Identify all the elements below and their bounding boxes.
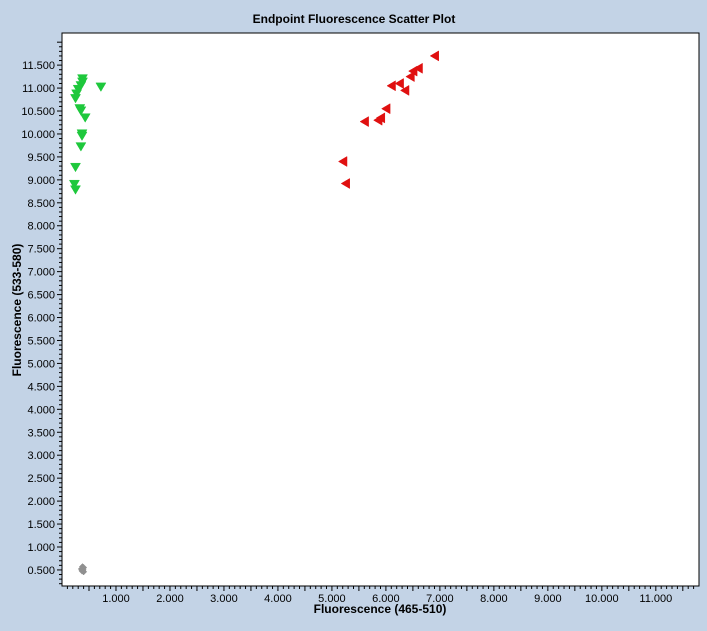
data-point-triangle-left bbox=[429, 50, 439, 62]
x-tick-label: 10.000 bbox=[585, 593, 619, 605]
data-point-triangle-down bbox=[70, 94, 81, 104]
data-point-triangle-down bbox=[70, 162, 81, 173]
x-tick-label: 2.000 bbox=[156, 593, 184, 605]
y-tick-label: 11.000 bbox=[22, 83, 55, 95]
data-point-triangle-down bbox=[75, 142, 87, 152]
data-point-triangle-down bbox=[76, 131, 88, 141]
x-tick-label: 6.000 bbox=[372, 593, 400, 605]
y-tick-label: 2.000 bbox=[27, 496, 55, 508]
x-tick-label: 7.000 bbox=[426, 593, 454, 605]
y-tick-label: 3.500 bbox=[27, 427, 55, 439]
plot-area bbox=[61, 32, 700, 587]
data-point-triangle-left bbox=[400, 84, 410, 96]
data-point-triangle-left bbox=[340, 178, 350, 189]
data-point-triangle-down bbox=[79, 113, 91, 123]
data-point-triangle-left bbox=[373, 114, 383, 126]
y-tick-label: 9.000 bbox=[27, 175, 55, 187]
x-tick-label: 5.000 bbox=[318, 593, 346, 605]
x-tick-label: 3.000 bbox=[210, 593, 238, 605]
x-tick-label: 11.000 bbox=[639, 593, 672, 605]
data-point-triangle-left bbox=[338, 156, 348, 167]
y-tick-label: 1.000 bbox=[27, 542, 55, 554]
x-axis: 1.000 2.000 3.000 4.000 5.000 6.000 7.000 8.000… bbox=[66, 586, 695, 605]
data-points bbox=[68, 50, 439, 576]
y-tick-label: 7.000 bbox=[27, 267, 55, 279]
data-point-triangle-down bbox=[75, 106, 87, 116]
data-point-triangle-left bbox=[386, 80, 396, 92]
y-tick-label: 11.500 bbox=[22, 60, 55, 72]
y-tick-label: 10.000 bbox=[21, 129, 55, 141]
y-tick-label: 3.000 bbox=[27, 450, 55, 462]
data-point-diamond bbox=[80, 568, 88, 576]
data-point-triangle-left bbox=[394, 78, 404, 89]
y-axis-label: Fluorescence (533-580) bbox=[10, 244, 24, 377]
y-tick-label: 1.500 bbox=[27, 519, 55, 531]
y-tick-label: 9.500 bbox=[27, 152, 55, 164]
y-tick-label: 5.500 bbox=[27, 335, 55, 347]
data-point-triangle-down bbox=[70, 185, 81, 195]
y-tick-label: 6.000 bbox=[27, 313, 55, 325]
y-tick-label: 4.000 bbox=[27, 404, 55, 416]
x-tick-label: 4.000 bbox=[264, 593, 292, 605]
data-point-triangle-left bbox=[359, 116, 369, 128]
data-point-triangle-down bbox=[68, 179, 80, 190]
y-tick-label: 2.500 bbox=[27, 473, 55, 485]
data-point-triangle-down bbox=[71, 89, 83, 99]
y-axis: 0.500 1.000 1.500 2.000 2.500 3.000 3.500 4.000… bbox=[21, 41, 62, 585]
y-tick-label: 4.500 bbox=[27, 381, 55, 393]
x-axis-label: Fluorescence (465-510) bbox=[314, 602, 447, 616]
y-tick-label: 7.500 bbox=[27, 244, 55, 256]
y-tick-label: 8.000 bbox=[27, 221, 55, 233]
x-tick-label: 8.000 bbox=[480, 593, 508, 605]
data-point-triangle-down bbox=[72, 84, 84, 95]
y-tick-label: 8.500 bbox=[27, 198, 55, 210]
y-tick-label: 0.500 bbox=[27, 565, 55, 577]
data-point-triangle-down bbox=[95, 82, 107, 92]
y-tick-label: 5.000 bbox=[27, 358, 55, 370]
data-point-triangle-left bbox=[405, 71, 415, 83]
y-tick-label: 10.500 bbox=[21, 106, 55, 118]
x-tick-label: 1.000 bbox=[102, 593, 130, 605]
data-point-triangle-left bbox=[413, 62, 423, 74]
chart-title: Endpoint Fluorescence Scatter Plot bbox=[253, 12, 456, 26]
x-tick-label: 9.000 bbox=[534, 593, 562, 605]
data-point-triangle-left bbox=[381, 103, 391, 115]
y-tick-label: 6.500 bbox=[27, 290, 55, 302]
